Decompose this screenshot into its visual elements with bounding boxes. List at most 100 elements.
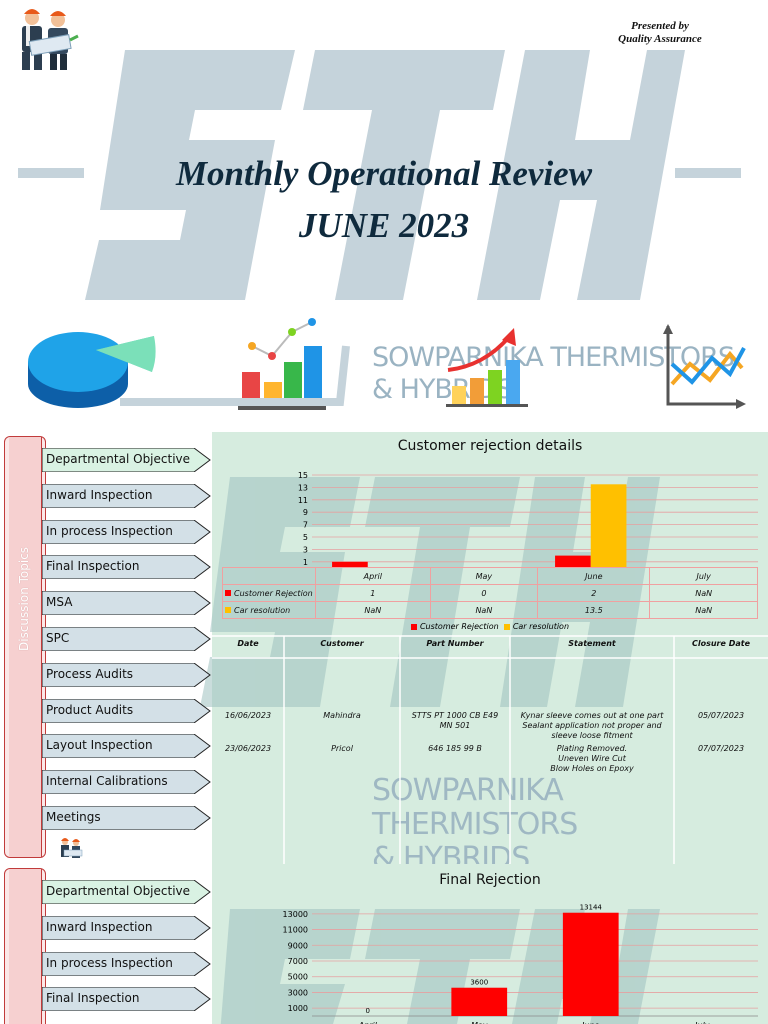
row2-customer: Pricol [331,744,353,753]
arrow-shape [42,698,211,723]
y-tick-label: 1000 [288,1004,308,1013]
growth-chart-icon [446,328,528,407]
col-customer: Customer [320,639,364,648]
month-cell: June [537,567,651,585]
row2-date: 23/06/2023 [224,744,272,753]
topic-item[interactable]: Meetings [42,806,212,830]
y-tick-label: 5000 [288,973,308,982]
topic-item[interactable]: Departmental Objective [42,880,212,904]
value-cell: NaN [649,601,758,619]
chart-data-table: April May June July Customer Rejection 1… [222,567,758,619]
table-row: Car resolution NaN NaN 13.5 NaN [222,601,758,619]
y-tick-label: 3000 [288,988,308,997]
chart-title: Final Rejection [439,872,541,888]
arrow-shape [42,951,211,976]
discussion-topics-label: Discussion Topics [17,547,31,651]
y-tick-label: 15 [298,472,308,480]
empty-cell [222,567,316,585]
col-part-number: Part Number [426,639,484,648]
topic-label: In process Inspection [46,523,173,538]
y-tick-label: 13 [298,483,308,492]
topic-item[interactable]: Product Audits [42,698,212,723]
arrow-shape [42,770,211,795]
month-cell: July [649,567,758,585]
value-cell: 2 [537,584,651,602]
arrow-shape [42,987,211,1012]
sth-logo-watermark [85,50,685,300]
rejection-table-grid [212,635,768,864]
line-chart-icon [663,324,746,409]
y-tick-label: 5 [303,533,308,542]
topic-label: Layout Inspection [46,738,153,753]
arrow-shape [42,519,211,544]
scroll-body [9,437,42,857]
topic-label: In process Inspection [46,955,173,970]
table-row: Customer Rejection 1 0 2 NaN [222,584,758,602]
y-tick-label: 13000 [283,910,308,919]
topic-item[interactable]: Final Inspection [42,555,212,580]
value-cell: NaN [649,584,758,602]
topic-item[interactable]: MSA [42,591,212,616]
row2-part-number: 646 185 99 B [428,744,482,753]
topic-item[interactable]: Final Inspection [42,987,212,1012]
chart-legend: Customer Rejection Car resolution [212,622,768,631]
row2-statement: Plating Removed. Uneven Wire Cut Blow Hole… [550,744,634,773]
pie-chart-icon [28,332,156,408]
row2-closure: 07/07/2023 [697,744,745,753]
slide-title: Monthly Operational Review [175,154,593,193]
topic-item[interactable]: Departmental Objective [42,448,212,472]
chart-title: Customer rejection details [397,438,583,454]
engineers-icon [22,9,79,70]
arrow-shape [42,734,211,759]
bar [590,484,627,568]
y-tick-label: 9000 [288,941,308,950]
y-tick-label: 7 [303,521,308,530]
topic-item[interactable]: In process Inspection [42,951,212,976]
month-cell: April [315,567,431,585]
bar [451,987,508,1016]
left-dash [18,168,84,178]
arrow-shape [42,591,211,616]
arrow-shape [42,483,211,508]
topic-item[interactable]: Process Audits [42,662,212,687]
topic-label: MSA [46,595,73,610]
series-label: Customer Rejection [222,584,316,602]
final-rejection-slide: Departmental Objective Inward Inspection I… [0,864,768,1024]
customer-rejection-slide: SOWPARNIKA THERMISTORS& HYBRIDS Discussi… [0,432,768,864]
topic-item[interactable]: Internal Calibrations [42,770,212,795]
discussion-topics-scroll [4,436,46,858]
frame-decoration [120,345,350,406]
data-label: 0 [366,1007,370,1015]
topic-item[interactable]: SPC [42,627,212,651]
topic-item[interactable]: Inward Inspection [42,915,212,940]
topic-label: Departmental Objective [46,452,191,466]
topic-item[interactable]: Layout Inspection [42,734,212,759]
topic-label: Final Inspection [46,991,140,1006]
bar [555,555,591,568]
value-cell: 0 [429,584,539,602]
bar [332,561,368,568]
bar [562,912,619,1016]
value-cell: 13.5 [537,601,651,619]
col-closure-date: Closure Date [691,639,750,648]
topic-label: Product Audits [46,702,134,717]
bar-chart-icon [238,318,326,410]
y-tick-label: 3 [303,545,308,554]
sth-watermark [220,909,660,1024]
data-label: 3600 [470,979,488,987]
topic-label: Process Audits [46,666,134,681]
slide-subtitle: JUNE 2023 [298,206,470,245]
y-tick-label: 7000 [288,957,308,966]
y-tick-label: 11 [298,496,308,505]
topic-label: Departmental Objective [46,884,191,898]
topic-item[interactable]: In process Inspection [42,519,212,544]
topic-label: Inward Inspection [46,487,153,502]
right-dash [675,168,741,178]
topic-item[interactable]: Inward Inspection [42,483,212,508]
row1-statement: Kynar sleeve comes out at one part Sealan… [520,711,664,740]
y-tick-label: 1 [303,558,308,567]
row1-part-number: STTS PT 1000 CB E49 MN 501 [411,711,499,730]
table-header-row: April May June July [222,567,758,585]
y-tick-label: 11000 [283,926,308,935]
value-cell: 1 [315,584,431,602]
